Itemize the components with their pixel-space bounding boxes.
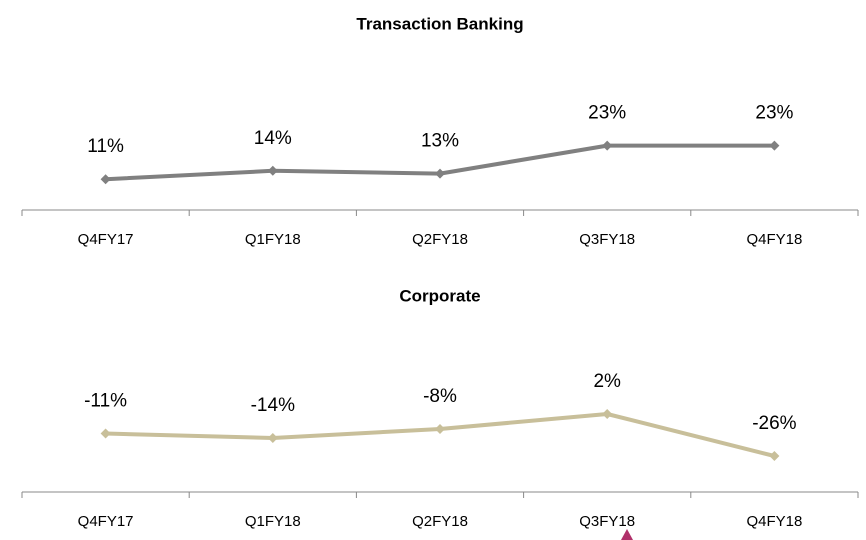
point-marker xyxy=(602,140,613,151)
data-label: -14% xyxy=(251,395,295,416)
x-tick-label: Q2FY18 xyxy=(412,231,468,248)
x-tick-label: Q3FY18 xyxy=(579,231,635,248)
data-label: 2% xyxy=(593,371,621,392)
point-marker xyxy=(769,140,780,151)
point-marker xyxy=(100,174,111,185)
chart-title: Corporate xyxy=(399,286,480,305)
pointer-marker xyxy=(621,529,633,540)
x-tick-label: Q2FY18 xyxy=(412,513,468,530)
point-marker xyxy=(100,428,111,439)
chart-title: Transaction Banking xyxy=(356,14,523,33)
x-tick-label: Q4FY17 xyxy=(78,231,134,248)
data-label: -26% xyxy=(752,413,796,434)
data-label: 11% xyxy=(87,136,124,157)
x-tick-label: Q4FY18 xyxy=(746,513,802,530)
x-tick-label: Q3FY18 xyxy=(579,513,635,530)
x-tick-label: Q1FY18 xyxy=(245,231,301,248)
point-marker xyxy=(267,165,278,176)
x-tick-label: Q1FY18 xyxy=(245,513,301,530)
point-marker xyxy=(267,433,278,443)
x-tick-label: Q4FY18 xyxy=(746,231,802,248)
data-label: 23% xyxy=(588,103,626,124)
data-label: -8% xyxy=(423,386,457,407)
data-label: 23% xyxy=(755,103,793,124)
point-marker xyxy=(769,451,780,461)
point-marker xyxy=(602,409,613,419)
line-series xyxy=(105,412,775,458)
data-label: -11% xyxy=(84,391,127,412)
data-label: 14% xyxy=(254,128,292,149)
point-marker xyxy=(435,424,445,434)
data-label: 13% xyxy=(421,131,459,152)
point-marker xyxy=(435,168,445,179)
x-tick-label: Q4FY17 xyxy=(78,513,134,530)
